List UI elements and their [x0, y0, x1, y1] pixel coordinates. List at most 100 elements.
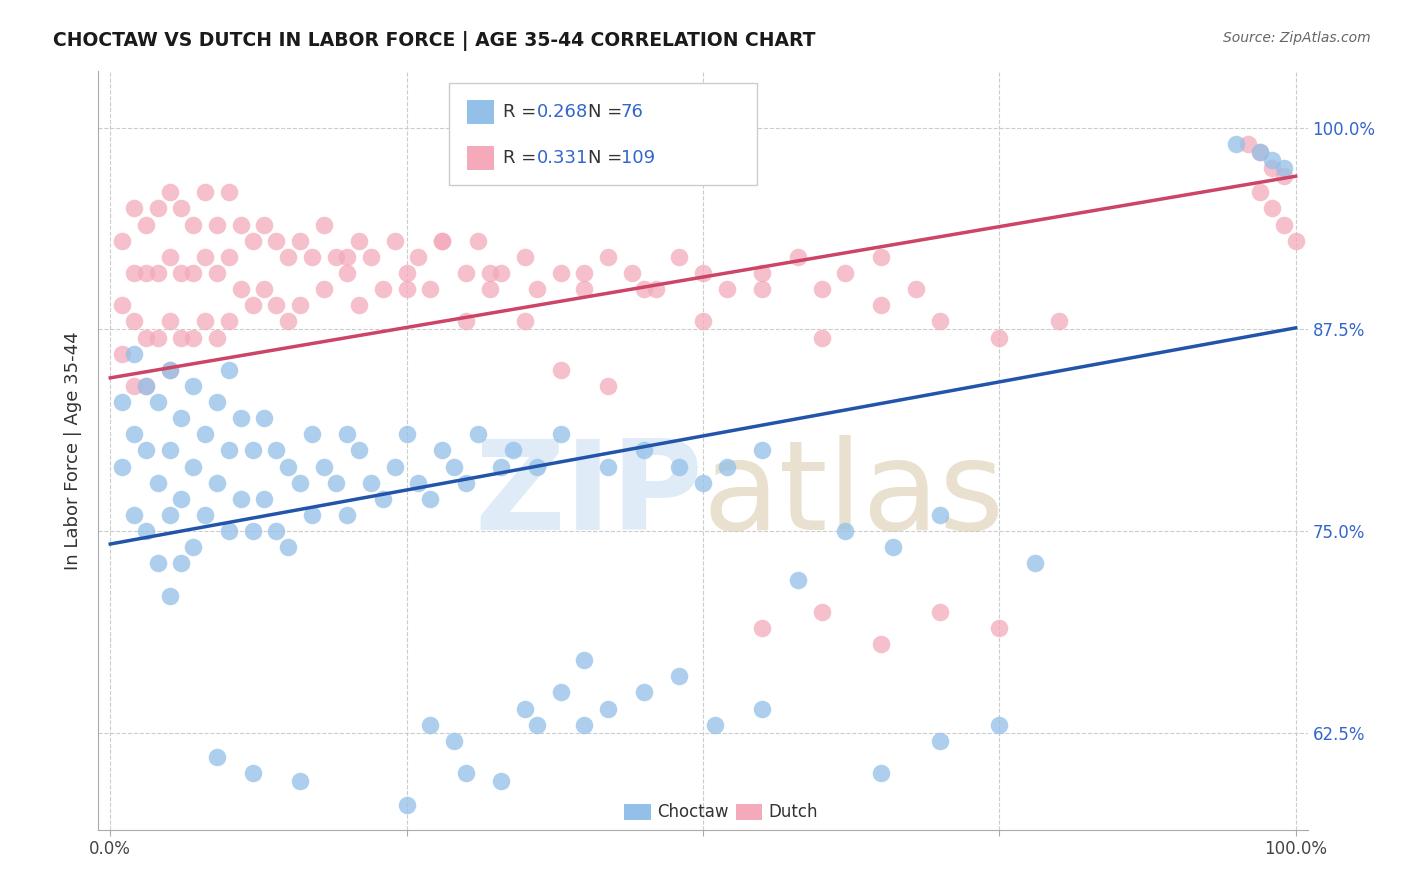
Text: N =: N =	[588, 149, 628, 167]
Point	[408, 475, 430, 490]
Point	[633, 443, 655, 458]
Text: Choctaw: Choctaw	[657, 803, 728, 822]
Text: 109: 109	[621, 149, 655, 167]
Point	[347, 234, 370, 248]
Point	[929, 734, 952, 748]
Point	[491, 266, 513, 280]
Point	[598, 701, 620, 715]
Point	[242, 234, 264, 248]
Point	[122, 508, 145, 522]
Point	[467, 234, 489, 248]
Point	[159, 589, 181, 603]
Point	[146, 395, 169, 409]
Point	[692, 266, 714, 280]
Point	[301, 427, 323, 442]
Point	[218, 314, 240, 328]
Point	[218, 363, 240, 377]
Point	[478, 266, 501, 280]
Text: ZIP: ZIP	[474, 435, 703, 557]
Bar	[735, 804, 762, 821]
Point	[929, 508, 952, 522]
Point	[550, 685, 572, 699]
Point	[264, 443, 287, 458]
Point	[288, 298, 311, 312]
Point	[229, 411, 252, 425]
Point	[336, 250, 359, 264]
Point	[668, 250, 690, 264]
Point	[1024, 557, 1046, 571]
Point	[598, 250, 620, 264]
Point	[122, 202, 145, 216]
Point	[810, 282, 832, 296]
Bar	[467, 100, 494, 124]
Point	[159, 314, 181, 328]
Point	[159, 363, 181, 377]
Point	[146, 266, 169, 280]
Point	[526, 717, 548, 731]
Point	[454, 475, 477, 490]
Point	[371, 491, 394, 506]
Text: R =: R =	[503, 149, 543, 167]
Point	[146, 475, 169, 490]
Point	[159, 363, 181, 377]
Point	[336, 266, 359, 280]
Point	[312, 282, 335, 296]
Point	[264, 234, 287, 248]
Point	[550, 427, 572, 442]
Point	[454, 766, 477, 780]
Point	[264, 298, 287, 312]
Point	[205, 218, 228, 232]
Point	[574, 653, 596, 667]
Point	[1225, 136, 1247, 151]
Point	[122, 379, 145, 393]
Point	[205, 750, 228, 764]
Point	[574, 717, 596, 731]
Point	[253, 218, 276, 232]
Point	[194, 186, 217, 200]
Point	[218, 186, 240, 200]
Point	[229, 218, 252, 232]
Point	[929, 605, 952, 619]
Point	[419, 282, 441, 296]
Point	[454, 314, 477, 328]
Point	[1285, 234, 1308, 248]
Point	[325, 475, 347, 490]
Point	[515, 250, 537, 264]
Point	[491, 459, 513, 474]
Point	[146, 330, 169, 344]
Point	[786, 573, 808, 587]
Bar	[624, 804, 651, 821]
Point	[905, 282, 928, 296]
Point	[929, 314, 952, 328]
Point	[1261, 153, 1284, 167]
Text: 0.331: 0.331	[537, 149, 589, 167]
Point	[111, 459, 134, 474]
Point	[716, 459, 738, 474]
Point	[384, 234, 406, 248]
Point	[633, 685, 655, 699]
Point	[170, 411, 193, 425]
Point	[229, 491, 252, 506]
Point	[644, 282, 666, 296]
Point	[1272, 169, 1295, 184]
Text: N =: N =	[588, 103, 628, 121]
Point	[242, 443, 264, 458]
Point	[395, 798, 418, 813]
Point	[253, 411, 276, 425]
Point	[181, 218, 204, 232]
Point	[194, 508, 217, 522]
Point	[574, 282, 596, 296]
Point	[633, 282, 655, 296]
Point	[454, 266, 477, 280]
Point	[288, 234, 311, 248]
Point	[443, 459, 465, 474]
Point	[395, 282, 418, 296]
Point	[443, 734, 465, 748]
Point	[135, 443, 157, 458]
Point	[515, 314, 537, 328]
Point	[347, 443, 370, 458]
Point	[1249, 186, 1271, 200]
Text: 0.268: 0.268	[537, 103, 589, 121]
Point	[170, 491, 193, 506]
Point	[692, 314, 714, 328]
